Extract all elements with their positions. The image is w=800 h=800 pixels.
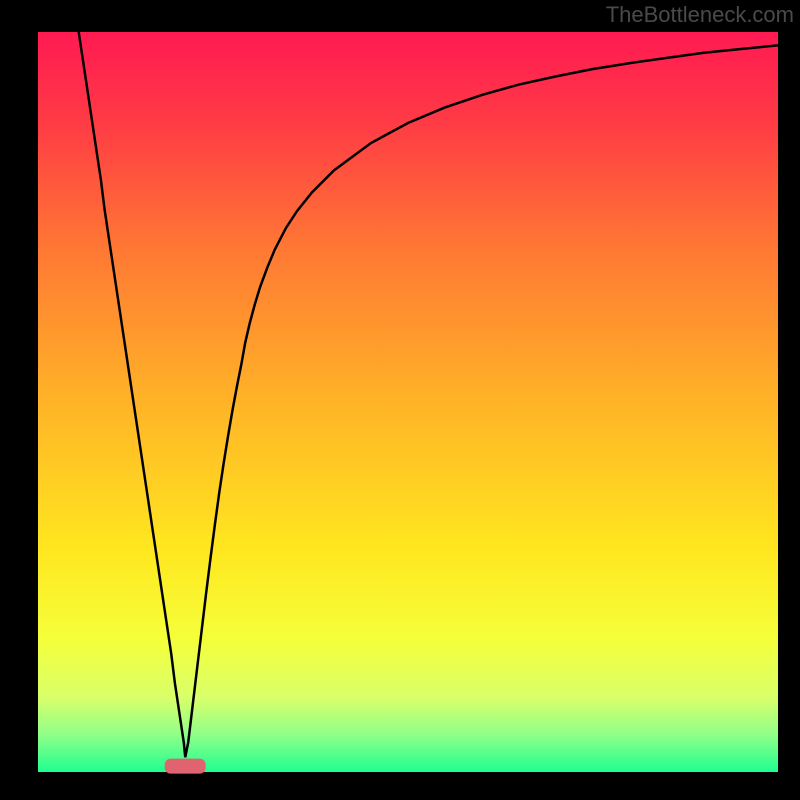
gradient-background	[38, 32, 778, 772]
minimum-marker	[165, 759, 206, 774]
watermark-text: TheBottleneck.com	[606, 2, 794, 28]
chart-container: TheBottleneck.com	[0, 0, 800, 800]
plot-area	[38, 32, 778, 772]
